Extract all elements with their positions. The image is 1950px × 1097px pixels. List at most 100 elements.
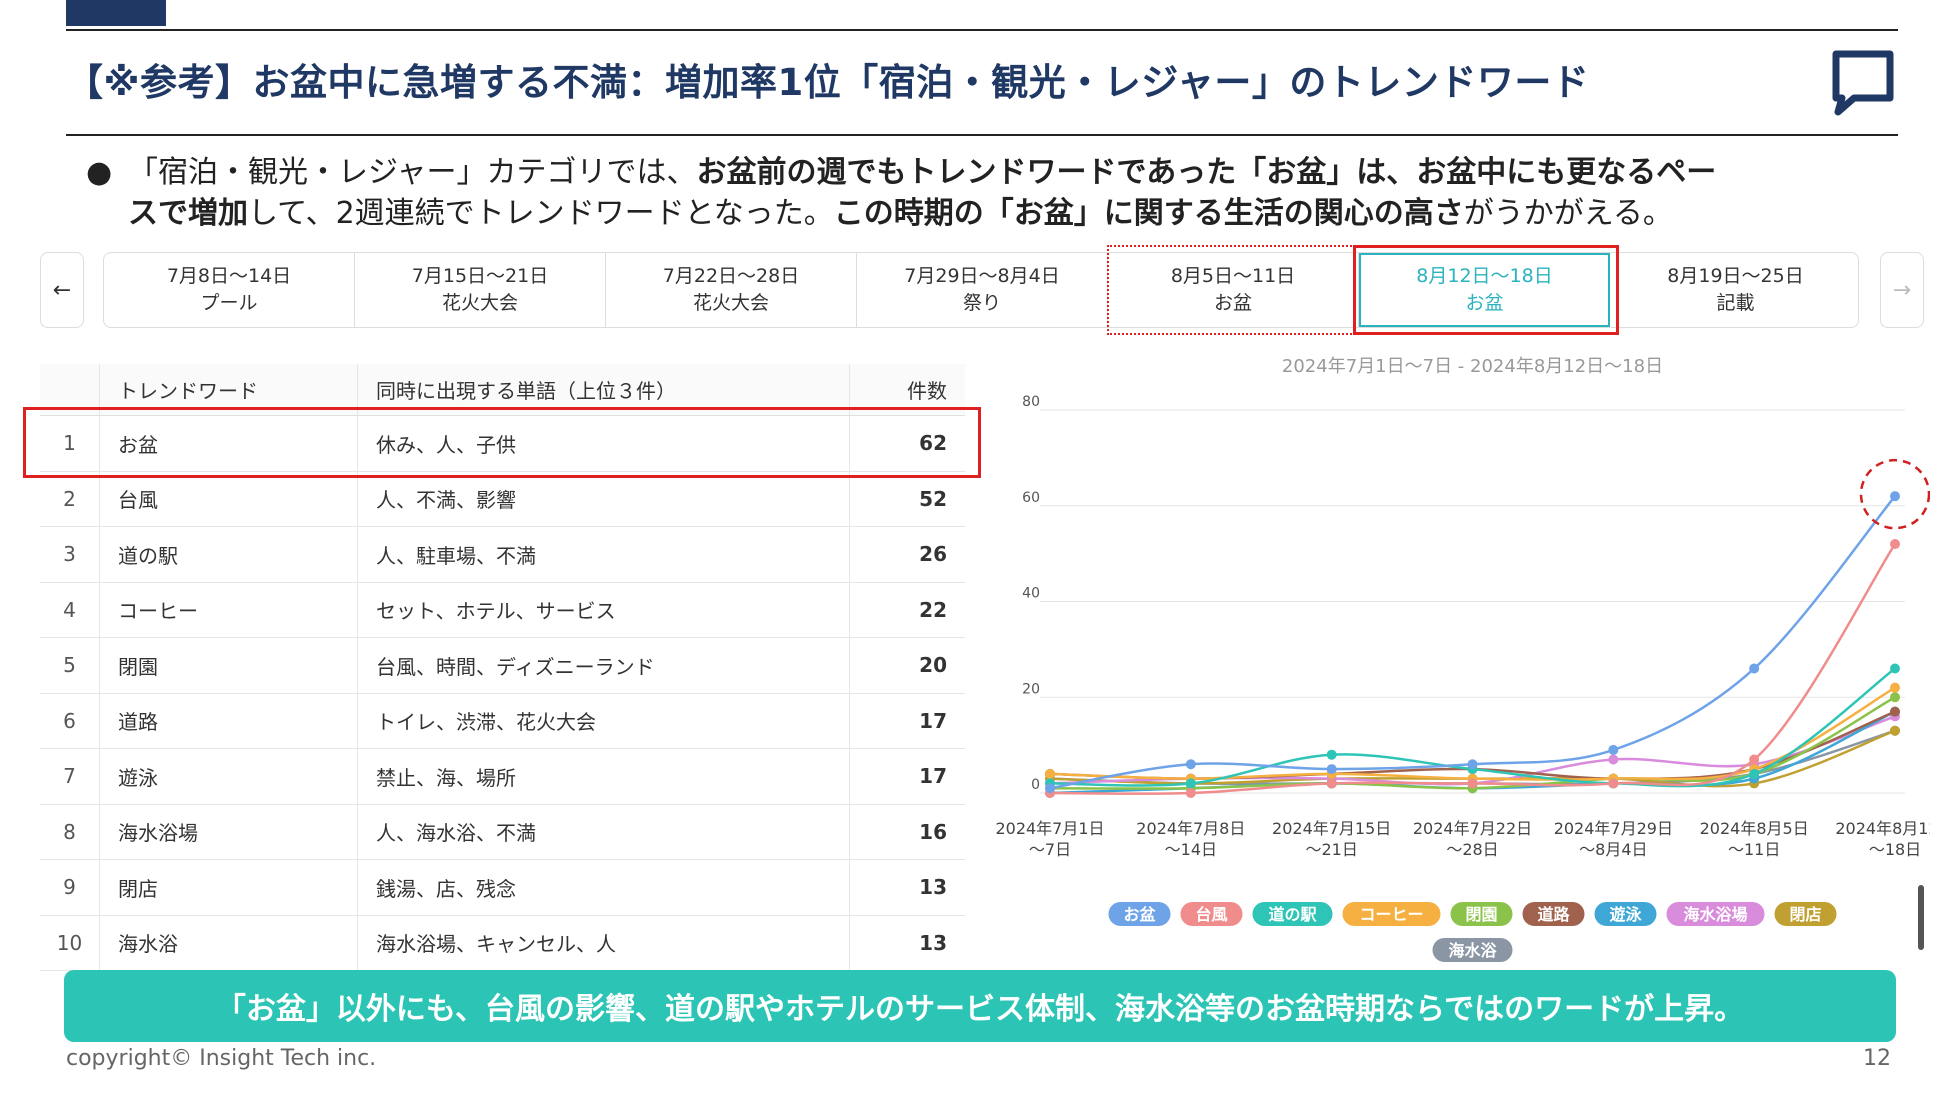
row-rank: 8 (40, 804, 100, 859)
week-tab-date: 7月29日～8月4日 (904, 265, 1060, 287)
corner-accent-block (66, 0, 166, 26)
table-row: 2 台風 人、不満、影響 52 (40, 471, 965, 527)
header-rank (40, 364, 100, 415)
data-point (1045, 768, 1055, 779)
data-point (1608, 754, 1619, 765)
week-tab-date: 8月19日～25日 (1667, 265, 1804, 287)
row-co-occurring: 人、駐車場、不満 (358, 527, 850, 582)
week-tab[interactable]: 7月29日～8月4日 祭り (857, 253, 1108, 327)
header-trend-word: トレンドワード (100, 364, 358, 415)
week-tab-word: 祭り (962, 292, 1001, 314)
row-co-occurring: 禁止、海、場所 (358, 749, 850, 804)
row-co-occurring: 海水浴場、キャンセル、人 (358, 915, 850, 970)
week-tab[interactable]: 7月15日～21日 花火大会 (355, 253, 606, 327)
data-point (1326, 764, 1337, 775)
week-tab[interactable]: 8月5日～11日 お盆 (1108, 253, 1359, 327)
legend-pill (1108, 902, 1171, 926)
table-row: 4 コーヒー セット、ホテル、サービス 22 (40, 582, 965, 638)
data-point (1890, 725, 1900, 736)
data-point (1467, 778, 1478, 789)
data-point (1045, 783, 1055, 794)
top-row-highlight (23, 407, 981, 478)
row-count: 17 (919, 764, 947, 789)
row-count: 16 (919, 819, 947, 844)
data-point (1890, 539, 1900, 550)
x-tick-label: 2024年7月8日～14日 (1136, 819, 1245, 859)
legend-label: 遊泳 (1609, 905, 1642, 924)
week-tab[interactable]: 7月8日～14日 プール (104, 253, 355, 327)
row-trend-word: コーヒー (100, 582, 358, 637)
row-trend-word: 遊泳 (100, 749, 358, 804)
data-point (1749, 754, 1760, 765)
speech-bubble-icon (1832, 50, 1894, 116)
next-week-button[interactable]: → (1880, 252, 1924, 328)
legend-pill (1432, 938, 1513, 962)
row-count: 52 (919, 486, 947, 511)
row-trend-word: 海水浴場 (100, 804, 358, 859)
legend-pill (1666, 902, 1765, 926)
week-tabs: 7月8日～14日 プール 7月15日～21日 花火大会 7月22日～28日 花火大会 … (103, 252, 1859, 328)
week-tab-date: 7月15日～21日 (411, 265, 549, 287)
table-row: 6 道路 トイレ、渋滞、花火大会 17 (40, 693, 965, 749)
scrollbar[interactable] (1918, 885, 1924, 950)
y-tick-label: 40 (1022, 586, 1040, 602)
data-point (1749, 768, 1760, 779)
header-co-occurring: 同時に出現する単語（上位３件） (358, 364, 850, 415)
row-trend-word: 閉店 (100, 860, 358, 915)
trend-word-table: トレンドワード 同時に出現する単語（上位３件） 件数 1 お盆 休み、人、子供 62 2… (40, 364, 965, 971)
bullet-line-1: 「宿泊・観光・レジャー」カテゴリでは、お盆前の週でもトレンドワードであった「お盆… (128, 152, 1716, 193)
row-co-occurring: 台風、時間、ディズニーランド (358, 638, 850, 693)
page-number: 12 (1863, 1046, 1891, 1071)
table-row: 3 道の駅 人、駐車場、不満 26 (40, 527, 965, 583)
legend-pill (1450, 902, 1513, 926)
table-row: 1 お盆 休み、人、子供 62 (40, 416, 965, 472)
week-tab-word: 記載 (1716, 292, 1755, 314)
table-row: 7 遊泳 禁止、海、場所 17 (40, 749, 965, 805)
week-tab-date: 8月5日～11日 (1170, 265, 1296, 287)
data-point (1890, 692, 1900, 703)
row-trend-word: 道路 (100, 693, 358, 748)
row-rank: 3 (40, 527, 100, 582)
row-trend-word: お盆 (100, 416, 358, 471)
bullet-bold-text: スで増加 (128, 196, 248, 231)
week-tab-word: プール (200, 292, 258, 314)
week-tab-word: 花火大会 (692, 292, 769, 314)
prev-week-button[interactable]: ← (40, 252, 84, 328)
y-tick-label: 80 (1022, 394, 1040, 410)
slide-title: 【※参考】お盆中に急増する不満：増加率1位「宿泊・観光・レジャー」のトレンドワー… (66, 61, 1590, 104)
legend-pill (1774, 902, 1837, 926)
week-tab-date: 7月22日～28日 (662, 265, 800, 287)
legend-pill (1594, 902, 1657, 926)
bullet-line-2: スで増加して、2週連続でトレンドワードとなった。この時期の「お盆」に関する生活の… (128, 193, 1673, 234)
legend-label: 閉園 (1465, 905, 1497, 924)
week-tab-selected[interactable]: 8月12日～18日 お盆 (1359, 253, 1610, 327)
y-tick-label: 0 (1031, 777, 1040, 793)
row-co-occurring: 人、不満、影響 (358, 471, 850, 526)
week-tab-date: 8月12日～18日 (1416, 265, 1553, 287)
legend-pill (1252, 902, 1333, 926)
y-tick-label: 20 (1022, 681, 1040, 697)
data-point (1749, 663, 1760, 674)
header-count: 件数 (907, 379, 947, 403)
week-tab[interactable]: 8月19日～25日 記載 (1610, 253, 1861, 327)
data-point (1890, 491, 1900, 502)
legend-label: 閉店 (1789, 905, 1821, 924)
row-count: 26 (919, 542, 947, 567)
data-point (1608, 778, 1619, 789)
row-trend-word: 閉園 (100, 638, 358, 693)
data-point (1890, 706, 1900, 717)
series-line (1049, 543, 1897, 795)
row-count: 13 (919, 875, 947, 900)
data-point (1185, 759, 1196, 770)
row-rank: 6 (40, 693, 100, 748)
x-tick-label: 2024年8月5日～11日 (1700, 819, 1809, 859)
bullet-bold-text: お盆前の週でもトレンドワードであった「お盆」は、お盆中にも更なるペー (696, 155, 1717, 190)
row-trend-word: 台風 (100, 471, 358, 526)
row-rank: 10 (40, 915, 100, 970)
chart-title: 2024年7月1日～7日 - 2024年8月12日～18日 (1282, 356, 1663, 377)
row-co-occurring: 銭湯、店、残念 (358, 860, 850, 915)
legend-label: コーヒー (1359, 905, 1423, 924)
title-rule (66, 134, 1898, 136)
week-tab[interactable]: 7月22日～28日 花火大会 (606, 253, 857, 327)
row-rank: 4 (40, 582, 100, 637)
